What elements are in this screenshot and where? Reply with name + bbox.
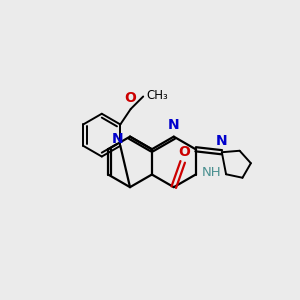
- Text: NH: NH: [202, 166, 222, 178]
- Text: O: O: [124, 92, 136, 105]
- Text: N: N: [168, 118, 180, 132]
- Text: N: N: [112, 132, 124, 146]
- Text: N: N: [215, 134, 227, 148]
- Text: O: O: [178, 145, 190, 159]
- Text: CH₃: CH₃: [147, 88, 169, 101]
